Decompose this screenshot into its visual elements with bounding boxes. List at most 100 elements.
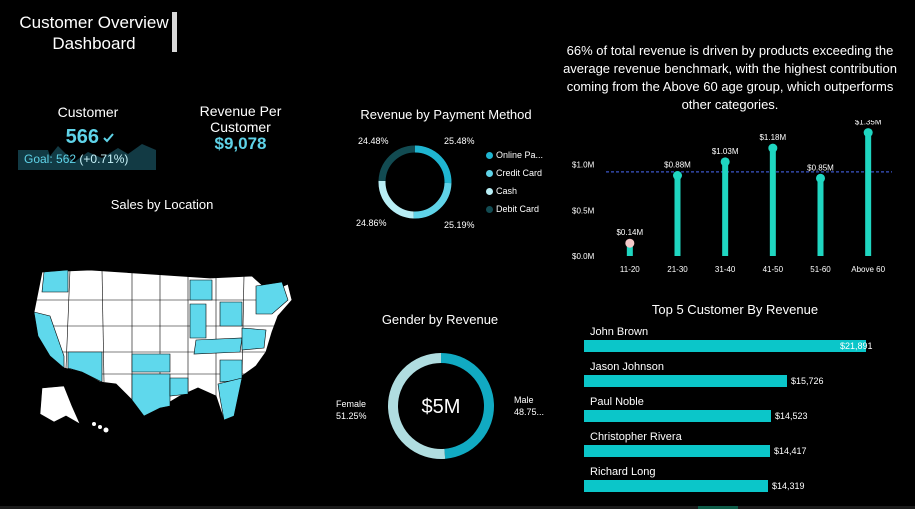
state-florida bbox=[217, 377, 243, 421]
gender-male-name: Male bbox=[514, 395, 534, 405]
gender-slice-male[interactable] bbox=[440, 353, 494, 459]
payment-pct-debit: 24.48% bbox=[358, 136, 389, 146]
age-category-label: 51-60 bbox=[810, 265, 831, 274]
gender-female-name: Female bbox=[336, 399, 367, 409]
payment-donut-slices bbox=[378, 145, 452, 219]
customer-name: John Brown bbox=[590, 326, 649, 338]
title-divider bbox=[172, 12, 177, 52]
state-virginia bbox=[241, 327, 267, 351]
age-value-label: $0.85M bbox=[807, 163, 834, 172]
y-tick-label: $1.0M bbox=[572, 161, 595, 170]
gender-female-pct: 51.25% bbox=[336, 411, 367, 421]
highlighted-states bbox=[33, 269, 289, 421]
legend-dot-cash bbox=[486, 187, 493, 195]
age-category-label: 11-20 bbox=[620, 265, 640, 274]
age-chart-marks: $0.14M 11-20 $0.88M 21-30 $1.03M 31-40 $1.18M 4… bbox=[616, 120, 885, 274]
gender-slice-female[interactable] bbox=[388, 353, 446, 459]
payment-legend: Online Pa... Credit Card Cash Debit Card bbox=[486, 146, 543, 218]
state-kentucky bbox=[193, 337, 243, 355]
insight-text: 66% of total revenue is driven by produc… bbox=[563, 43, 897, 112]
y-tick-label: $0.5M bbox=[572, 206, 595, 215]
page-title-line2: Dashboard bbox=[52, 34, 136, 53]
customer-kpi: 566 bbox=[20, 126, 160, 149]
payment-title: Revenue by Payment Method bbox=[360, 107, 532, 122]
gender-donut-slices bbox=[388, 353, 494, 459]
state-hawaii bbox=[92, 422, 109, 433]
payment-pct-cash: 24.86% bbox=[356, 218, 387, 228]
customer-revenue-bar[interactable] bbox=[584, 375, 787, 387]
legend-label-online: Online Pa... bbox=[496, 150, 544, 160]
gender-male-pct: 48.75... bbox=[514, 407, 545, 417]
state-ohio bbox=[219, 301, 243, 327]
payment-pct-online: 25.48% bbox=[444, 136, 475, 146]
payment-slice-credit[interactable] bbox=[413, 182, 452, 219]
customer-name: Christopher Rivera bbox=[590, 431, 682, 443]
legend-item-credit[interactable]: Credit Card bbox=[486, 164, 543, 182]
customer-name: Paul Noble bbox=[590, 396, 644, 408]
age-bar-point[interactable] bbox=[625, 238, 635, 248]
page-tab-strip bbox=[0, 506, 915, 509]
payment-slice-cash[interactable] bbox=[378, 180, 414, 219]
legend-label-debit: Debit Card bbox=[496, 204, 540, 214]
page-tab-active[interactable] bbox=[698, 506, 738, 509]
top-customers-chart: John Brown $21,891 Jason Johnson $15,726 Pau… bbox=[584, 324, 904, 496]
customer-revenue-bar[interactable] bbox=[584, 480, 768, 492]
top-customers-title: Top 5 Customer By Revenue bbox=[651, 302, 819, 317]
customer-revenue-bar[interactable] bbox=[584, 410, 771, 422]
age-category-label: 31-40 bbox=[715, 265, 736, 274]
state-oklahoma bbox=[131, 353, 171, 373]
age-chart-axis: $0.0M $0.5M $1.0M bbox=[572, 161, 892, 261]
age-bar-point[interactable] bbox=[863, 128, 873, 138]
age-value-label: $0.14M bbox=[616, 228, 643, 237]
page-title: Customer Overview Dashboard bbox=[14, 12, 174, 54]
age-bar-point[interactable] bbox=[673, 171, 682, 181]
revenue-per-customer-label: Revenue Per Customer bbox=[199, 103, 282, 135]
state-texas bbox=[131, 373, 171, 417]
us-map[interactable] bbox=[20, 256, 300, 436]
payment-donut[interactable] bbox=[374, 141, 456, 223]
legend-label-credit: Credit Card bbox=[496, 168, 543, 178]
legend-item-online[interactable]: Online Pa... bbox=[486, 146, 543, 164]
check-icon bbox=[103, 133, 115, 143]
payment-slice-debit[interactable] bbox=[378, 145, 416, 182]
state-georgia bbox=[219, 359, 243, 383]
customer-revenue-label: $15,726 bbox=[791, 376, 824, 386]
gender-male-label: Male 48.75... bbox=[514, 394, 544, 418]
state-wisconsin bbox=[189, 279, 213, 301]
age-bar-point[interactable] bbox=[720, 157, 730, 167]
state-louisiana bbox=[169, 377, 189, 397]
age-revenue-chart[interactable]: $0.0M $0.5M $1.0M $0.14M 11-20 $0.88M 21-30 $1… bbox=[570, 120, 900, 280]
customer-revenue-label: $14,319 bbox=[772, 481, 805, 491]
state-arizona bbox=[67, 351, 103, 383]
customer-name: Richard Long bbox=[590, 466, 656, 478]
state-alaska bbox=[39, 385, 81, 425]
gender-donut[interactable] bbox=[385, 350, 497, 462]
age-value-label: $1.03M bbox=[712, 147, 739, 156]
age-category-label: 41-50 bbox=[763, 265, 784, 274]
gender-title: Gender by Revenue bbox=[381, 312, 499, 327]
gender-center-value: $5M bbox=[421, 396, 461, 418]
legend-dot-debit bbox=[486, 205, 493, 213]
legend-label-cash: Cash bbox=[496, 186, 518, 196]
age-bar-point[interactable] bbox=[768, 143, 778, 153]
customer-goal: Goal: 562 (+0.71%) bbox=[24, 152, 164, 166]
page-title-line1: Customer Overview bbox=[19, 13, 169, 32]
customer-goal-value: Goal: 562 bbox=[24, 152, 77, 166]
customer-revenue-label: $14,417 bbox=[774, 446, 807, 456]
payment-slice-online[interactable] bbox=[414, 145, 452, 184]
customer-revenue-label: $14,523 bbox=[775, 411, 808, 421]
state-northeast bbox=[255, 281, 289, 315]
legend-dot-online bbox=[486, 151, 493, 159]
age-bar-point[interactable] bbox=[816, 173, 825, 183]
goal-band bbox=[18, 144, 156, 170]
revenue-per-customer-value: $9,078 bbox=[214, 134, 267, 153]
legend-dot-credit bbox=[486, 169, 493, 177]
legend-item-cash[interactable]: Cash bbox=[486, 182, 543, 200]
customer-name: Jason Johnson bbox=[590, 361, 664, 373]
gender-female-label: Female 51.25% bbox=[336, 398, 367, 422]
customer-revenue-bar[interactable] bbox=[584, 340, 866, 352]
customer-kpi-label: Customer bbox=[57, 104, 119, 120]
legend-item-debit[interactable]: Debit Card bbox=[486, 200, 543, 218]
customer-revenue-bar[interactable] bbox=[584, 445, 770, 457]
customer-revenue-label: $21,891 bbox=[840, 341, 873, 351]
